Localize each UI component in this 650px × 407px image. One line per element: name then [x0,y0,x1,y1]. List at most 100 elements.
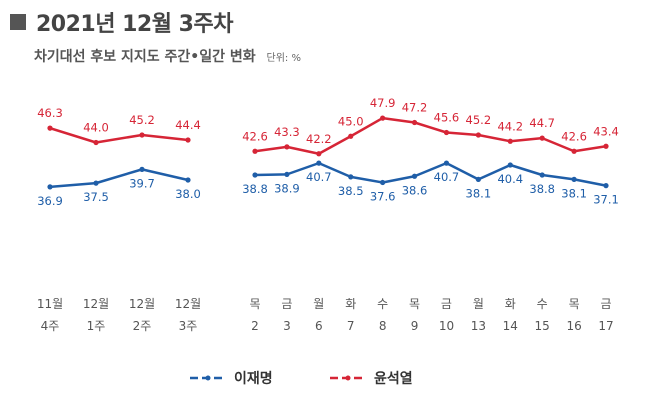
data-label: 43.3 [274,125,300,139]
x-tick-label: 4주 [41,319,60,333]
legend-label-lee: 이재명 [234,371,273,387]
data-label: 38.0 [175,187,201,201]
x-tick-label: 목 [249,297,260,311]
data-point [571,176,577,182]
legend-item-lee: 이재명 [188,368,273,388]
data-label: 37.1 [593,193,619,207]
x-tick-label: 17 [598,319,613,333]
data-label: 46.3 [37,106,63,120]
data-label: 38.5 [338,184,364,198]
data-label: 42.2 [306,132,332,146]
x-tick-label: 13 [471,319,486,333]
data-point [475,132,481,138]
data-label: 36.9 [37,194,63,208]
data-point [47,184,53,190]
data-label: 38.6 [402,183,428,197]
data-point [443,160,450,166]
data-label: 42.6 [242,129,268,143]
x-tick-label: 3 [283,319,291,333]
data-label: 37.5 [83,190,109,204]
series-line [254,161,607,187]
data-point [139,132,145,138]
data-point [603,183,609,189]
data-label: 42.6 [561,129,587,143]
page-title: 2021년 12월 3주차 [36,12,233,37]
x-tick-label: 14 [503,319,518,333]
x-tick-label: 12월 [83,297,109,311]
data-point [348,174,354,180]
x-tick-label: 월 [313,297,324,311]
legend-label-yoon: 윤석열 [374,371,413,387]
x-tick-label: 3주 [179,319,198,333]
data-point [93,139,99,146]
legend-line-yoon-icon [330,375,366,381]
data-point [507,138,513,144]
x-tick-label: 2주 [133,319,152,333]
data-point [185,177,191,183]
x-tick-label: 화 [345,297,356,311]
data-label: 44.7 [529,116,555,130]
title-row: 2021년 12월 3주차 [10,6,233,38]
x-tick-label: 6 [315,319,323,333]
data-point [571,148,577,154]
data-point [284,144,290,150]
data-label: 44.2 [497,119,523,133]
data-point [348,133,354,139]
x-tick-label: 1주 [87,319,106,333]
data-label: 40.7 [434,170,460,184]
x-tick-label: 12월 [175,297,201,311]
data-label: 45.0 [338,114,364,128]
data-label: 38.8 [529,182,555,196]
data-point [443,129,450,136]
x-tick-label: 15 [535,319,550,333]
title-square-icon [10,14,26,30]
x-tick-label: 2 [251,319,259,333]
x-tick-label: 월 [473,297,484,311]
legend-item-yoon: 윤석열 [328,368,413,388]
data-label: 47.9 [370,96,396,110]
data-point [284,171,290,177]
x-tick-label: 금 [441,297,452,311]
x-tick-label: 8 [379,319,387,333]
x-tick-label: 금 [600,297,611,311]
data-label: 43.4 [593,124,619,138]
data-label: 40.7 [306,170,332,184]
data-point [316,160,322,166]
subtitle-text: 차기대선 후보 지지도 주간•일간 변화 [34,49,256,65]
data-label: 39.7 [129,176,155,190]
x-tick-label: 11월 [37,297,63,311]
data-point [93,180,99,186]
data-label: 45.2 [466,113,492,127]
x-tick-label: 16 [566,319,581,333]
data-label: 37.6 [370,190,396,204]
x-tick-label: 화 [505,297,516,311]
data-label: 45.6 [434,111,460,125]
data-label: 44.0 [83,121,109,135]
data-point [507,162,513,168]
data-point [411,119,418,126]
data-point [139,166,145,172]
x-tick-label: 7 [347,319,355,333]
x-tick-label: 수 [537,297,548,311]
series-line [49,126,189,144]
data-point [411,173,418,179]
x-tick-label: 수 [377,297,388,311]
data-label: 47.2 [402,101,428,115]
data-label: 40.4 [497,172,523,186]
x-tick-label: 목 [409,297,420,311]
series-line [49,168,189,189]
data-point [380,115,386,121]
x-tick-label: 10 [439,319,454,333]
data-point [380,179,386,186]
data-point [252,172,258,178]
chart-subtitle: 차기대선 후보 지지도 주간•일간 변화 단위: % [34,46,301,66]
data-point [603,143,609,149]
data-point [47,125,53,131]
unit-label: 단위: % [266,53,301,64]
data-point [316,151,322,157]
data-label: 45.2 [129,113,155,127]
x-tick-label: 금 [281,297,292,311]
data-label: 38.1 [466,186,492,200]
data-label: 44.4 [175,118,201,132]
